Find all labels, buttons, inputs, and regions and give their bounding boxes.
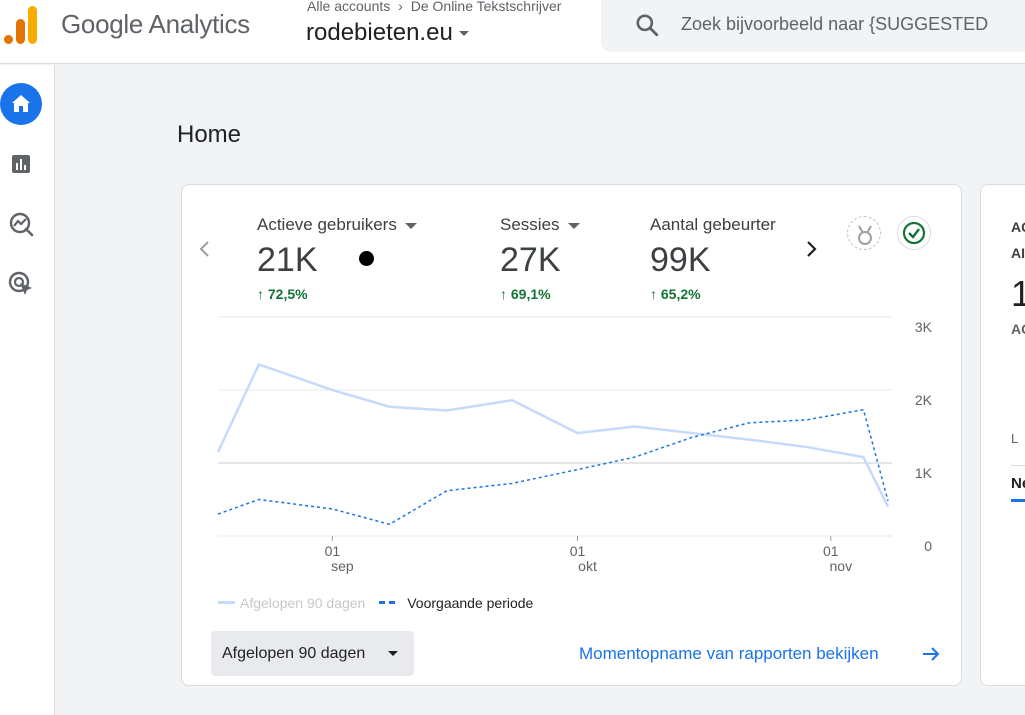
x-tick-month: nov (830, 558, 853, 574)
side-navigation (0, 65, 55, 715)
arrow-up-icon: ↑ (650, 286, 657, 302)
google-analytics-logo[interactable] (4, 6, 38, 44)
metric-change: ↑ 69,1% (500, 286, 551, 302)
divider (1011, 465, 1025, 466)
view-snapshot-link[interactable]: Momentopname van rapporten bekijken (579, 644, 879, 663)
nav-explore[interactable] (0, 203, 42, 245)
dropdown-caret-icon (388, 651, 398, 656)
realtime-card: AC AI 1 AC L Ne (980, 184, 1025, 686)
metric-value: 21K (257, 241, 318, 279)
x-tick-month: okt (578, 558, 597, 574)
property-selector[interactable]: rodebieten.eu (306, 19, 469, 47)
chevron-right-icon: › (398, 0, 403, 14)
y-tick-label: 1K (915, 465, 933, 481)
card2-sublabel: AI (1011, 245, 1025, 261)
property-name: rodebieten.eu (306, 19, 453, 46)
metric-events[interactable]: Aantal gebeurter 99K ↑ 65,2% (650, 215, 776, 302)
metric-value: 27K (500, 241, 561, 279)
legend-solid-swatch (218, 601, 235, 604)
advertising-icon (8, 271, 32, 295)
explore-icon (9, 212, 34, 237)
metric-active-users[interactable]: Actieve gebruikers 21K ↑ 72,5% (257, 215, 417, 302)
y-tick-label: 2K (915, 392, 933, 408)
y-tick-label: 3K (915, 319, 933, 335)
insights-badge[interactable] (847, 216, 881, 250)
x-tick-month: sep (331, 558, 354, 574)
card2-legend: L (1011, 431, 1019, 446)
y-tick-label: 0 (924, 538, 932, 554)
card2-label: AC (1011, 219, 1025, 235)
date-range-label: Afgelopen 90 dagen (222, 644, 366, 662)
card2-value: 1 (1011, 273, 1025, 315)
card2-caption: AC (1011, 321, 1025, 337)
metric-label: Actieve gebruikers (257, 215, 397, 234)
chevron-left-icon[interactable] (193, 237, 217, 261)
page-title: Home (177, 121, 242, 148)
nav-advertising[interactable] (0, 263, 42, 305)
metric-value: 99K (650, 241, 711, 279)
search-bar[interactable] (601, 0, 1025, 52)
x-tick-day: 01 (823, 543, 839, 559)
arrow-right-icon[interactable] (921, 644, 941, 664)
date-range-button[interactable]: Afgelopen 90 dagen (211, 631, 414, 676)
arrow-up-icon: ↑ (500, 286, 507, 302)
metric-sessions[interactable]: Sessies 27K ↑ 69,1% (500, 215, 580, 302)
metric-change: ↑ 72,5% (257, 286, 308, 302)
breadcrumb-all-accounts[interactable]: Alle accounts (307, 0, 391, 14)
dropdown-caret-icon[interactable] (404, 222, 417, 229)
cursor-dot (359, 251, 374, 266)
metric-label: Sessies (500, 215, 560, 234)
card2-tab[interactable]: Ne (1011, 475, 1025, 492)
breadcrumb[interactable]: Alle accounts › De Online Tekstschrijver (307, 0, 561, 14)
status-badge[interactable] (897, 216, 931, 250)
legend-current[interactable]: Afgelopen 90 dagen (218, 595, 365, 611)
series-line-last-90-days (216, 362, 890, 508)
chart-legend: Afgelopen 90 dagen Voorgaande periode (218, 591, 543, 611)
dropdown-caret-icon (458, 31, 469, 37)
series-line-previous-period (217, 408, 889, 526)
overview-card: Actieve gebruikers 21K ↑ 72,5% Sessies 2… (181, 184, 962, 686)
home-icon (12, 95, 30, 112)
x-tick-day: 01 (570, 543, 586, 559)
check-circle-icon (902, 221, 926, 245)
nav-reports[interactable] (0, 143, 42, 185)
search-icon (636, 14, 659, 37)
legend-previous[interactable]: Voorgaande periode (379, 595, 533, 611)
metric-change: ↑ 65,2% (650, 286, 701, 302)
chevron-right-icon[interactable] (799, 237, 823, 261)
medal-icon (858, 225, 872, 245)
search-input[interactable] (681, 11, 1025, 37)
tab-indicator (1011, 499, 1025, 502)
bar-chart-icon (12, 155, 30, 173)
arrow-up-icon: ↑ (257, 286, 264, 302)
nav-home[interactable] (0, 83, 42, 125)
dropdown-caret-icon[interactable] (567, 222, 580, 229)
top-bar: Google Analytics Alle accounts › De Onli… (0, 0, 1025, 64)
legend-dashed-swatch (379, 601, 400, 604)
brand-title: Google Analytics (61, 9, 250, 39)
x-tick-day: 01 (325, 543, 341, 559)
metric-label: Aantal gebeurter (650, 215, 776, 234)
breadcrumb-account[interactable]: De Online Tekstschrijver (410, 0, 562, 14)
